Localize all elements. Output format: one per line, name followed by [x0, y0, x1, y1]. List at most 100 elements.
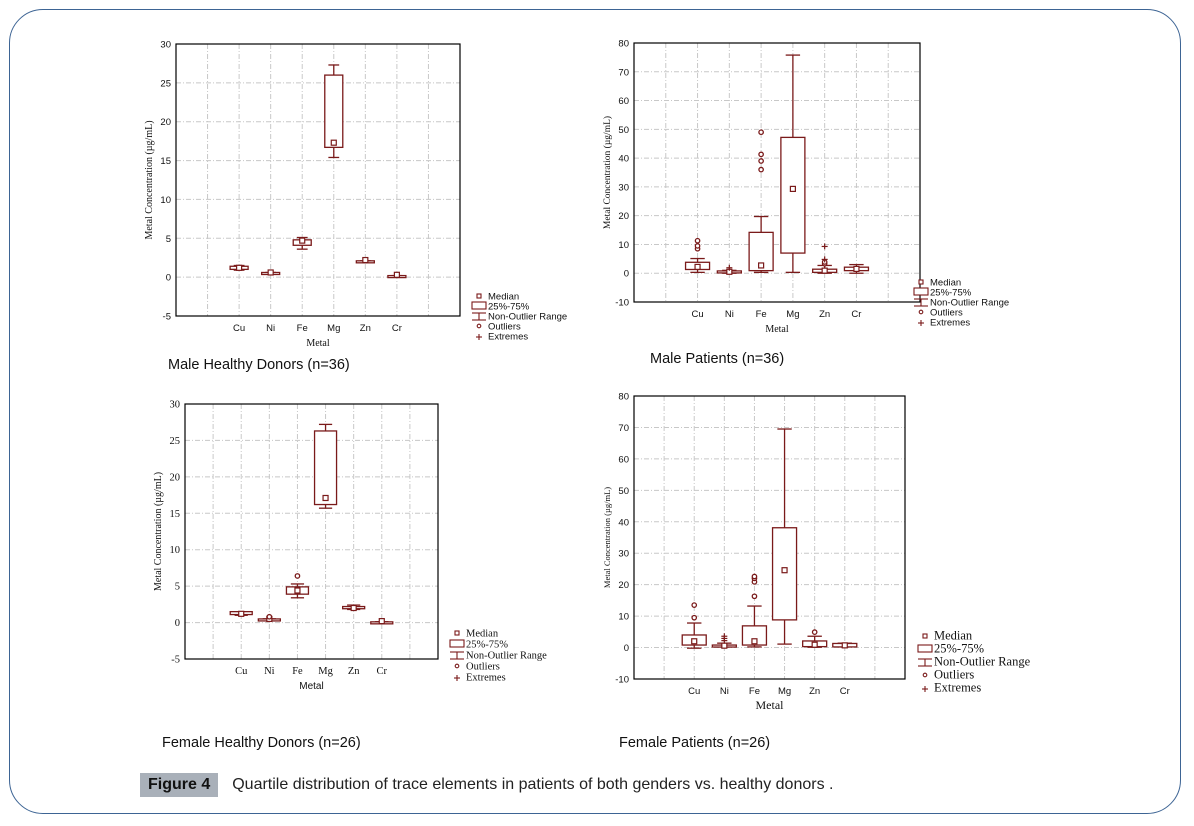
median-marker: [393, 271, 400, 278]
median-marker: [362, 256, 369, 264]
panel-title-male-patients: Male Patients (n=36): [650, 351, 785, 367]
x-tick-label: Ni: [725, 309, 734, 320]
outlier-point: [758, 166, 764, 173]
plot-area: [184, 403, 439, 660]
legend-median-icon: [454, 630, 460, 636]
y-tick-label: 60: [618, 454, 629, 465]
y-tick-label: 10: [618, 240, 629, 251]
box-zn: [342, 604, 366, 612]
box-ni: [257, 613, 281, 623]
legend-outlier-icon: [918, 309, 924, 315]
legend-label: Non-Outlier Range: [466, 651, 547, 662]
median-marker: [811, 641, 818, 648]
median-marker: [821, 267, 828, 274]
y-tick-label: 25: [170, 436, 181, 447]
median-marker: [294, 587, 301, 594]
legend-label: Outliers: [930, 308, 963, 319]
outlier-point: [758, 151, 764, 158]
figure-frame: [9, 9, 1181, 814]
y-tick-label: 0: [175, 618, 180, 629]
grid: [634, 396, 905, 679]
legend-label: Extremes: [466, 673, 506, 684]
legend-label: 25%-75%: [930, 288, 972, 299]
outlier-point: [694, 237, 701, 244]
y-tick-label: 0: [166, 273, 171, 284]
x-tick-label: Fe: [749, 686, 760, 697]
y-axis-label: Metal Concentration (µg/mL): [153, 472, 164, 591]
outlier-point: [294, 573, 301, 579]
y-tick-label: 25: [160, 78, 171, 89]
y-tick-label: -5: [163, 312, 171, 323]
median-marker: [789, 185, 796, 193]
box-zn: [812, 243, 838, 274]
iqr-box: [741, 625, 768, 646]
chart-female-healthy: 30 25 20 15 10 5 0 -5 Cu Ni Fe Mg Zn Cr Metal Metal Con…: [153, 400, 547, 693]
plot-area: [633, 42, 921, 303]
legend-label: Extremes: [930, 318, 970, 329]
median-marker: [841, 642, 848, 649]
x-tick-label: Cu: [235, 666, 248, 677]
legend-label: Non-Outlier Range: [488, 312, 567, 323]
y-axis-label: Metal Concentration (µg/mL): [602, 116, 613, 229]
grid: [634, 43, 920, 302]
y-tick-label: 15: [170, 509, 181, 520]
y-tick-label: 5: [166, 234, 171, 245]
median-marker: [758, 262, 765, 269]
legend-box-icon: [917, 644, 933, 653]
box-fe: [285, 573, 310, 599]
box-mg: [324, 64, 344, 159]
y-tick-label: 70: [618, 423, 629, 434]
legend-outlier-icon: [922, 672, 928, 678]
legend-box-icon: [913, 287, 929, 296]
box-ni: [261, 269, 281, 276]
box-cr: [387, 271, 407, 279]
box-fe: [292, 236, 312, 250]
y-tick-label: 30: [618, 182, 629, 193]
chart-male-healthy: 30 25 20 15 10 5 0 -5 Cu Ni Fe Mg Zn Cr Metal Metal Con…: [144, 40, 567, 350]
y-tick-label: 15: [160, 156, 171, 167]
legend-label: Non-Outlier Range: [930, 298, 1009, 309]
outlier-point: [751, 573, 758, 580]
box-cu: [229, 264, 249, 271]
y-tick-label: 0: [624, 269, 629, 280]
box-mg: [780, 54, 806, 274]
x-tick-label: Ni: [264, 666, 275, 677]
iqr-box: [771, 527, 798, 621]
y-tick-label: 60: [618, 96, 629, 107]
median-marker: [322, 494, 329, 502]
y-tick-label: 20: [160, 117, 171, 128]
y-axis-label: Metal Concentration (µg/mL): [602, 487, 612, 588]
x-tick-label: Cr: [851, 309, 861, 320]
legend-label: 25%-75%: [466, 640, 508, 651]
median-marker: [236, 264, 243, 271]
y-tick-label: 10: [170, 545, 181, 556]
x-tick-label: Zn: [360, 323, 371, 334]
x-tick-label: Cr: [840, 686, 850, 697]
legend-label: Non-Outlier Range: [934, 655, 1031, 669]
y-tick-label: 80: [618, 39, 629, 50]
x-tick-label: Cu: [688, 686, 700, 697]
y-tick-label: 30: [170, 400, 181, 411]
x-tick-label: Mg: [327, 323, 340, 334]
median-marker: [330, 139, 337, 146]
panel-title-female-patients: Female Patients (n=26): [619, 735, 771, 751]
median-marker: [691, 638, 698, 645]
x-tick-label: Cu: [233, 323, 245, 334]
median-marker: [267, 269, 274, 276]
outlier-point: [691, 602, 698, 608]
x-tick-label: Zn: [348, 666, 360, 677]
box-cr: [370, 618, 394, 625]
y-tick-label: 10: [160, 195, 171, 206]
x-axis-label: Metal: [306, 338, 330, 349]
legend-label: Outliers: [934, 668, 974, 682]
box-ni: [711, 633, 737, 649]
panel-title-female-healthy: Female Healthy Donors (n=26): [162, 735, 361, 751]
legend-label: Outliers: [466, 662, 500, 673]
legend-median-icon: [476, 293, 482, 299]
y-tick-label: 20: [618, 211, 629, 222]
y-tick-label: -10: [615, 298, 629, 309]
legend-median-icon: [922, 633, 928, 639]
iqr-box: [313, 430, 338, 506]
y-tick-label: 10: [618, 612, 629, 623]
